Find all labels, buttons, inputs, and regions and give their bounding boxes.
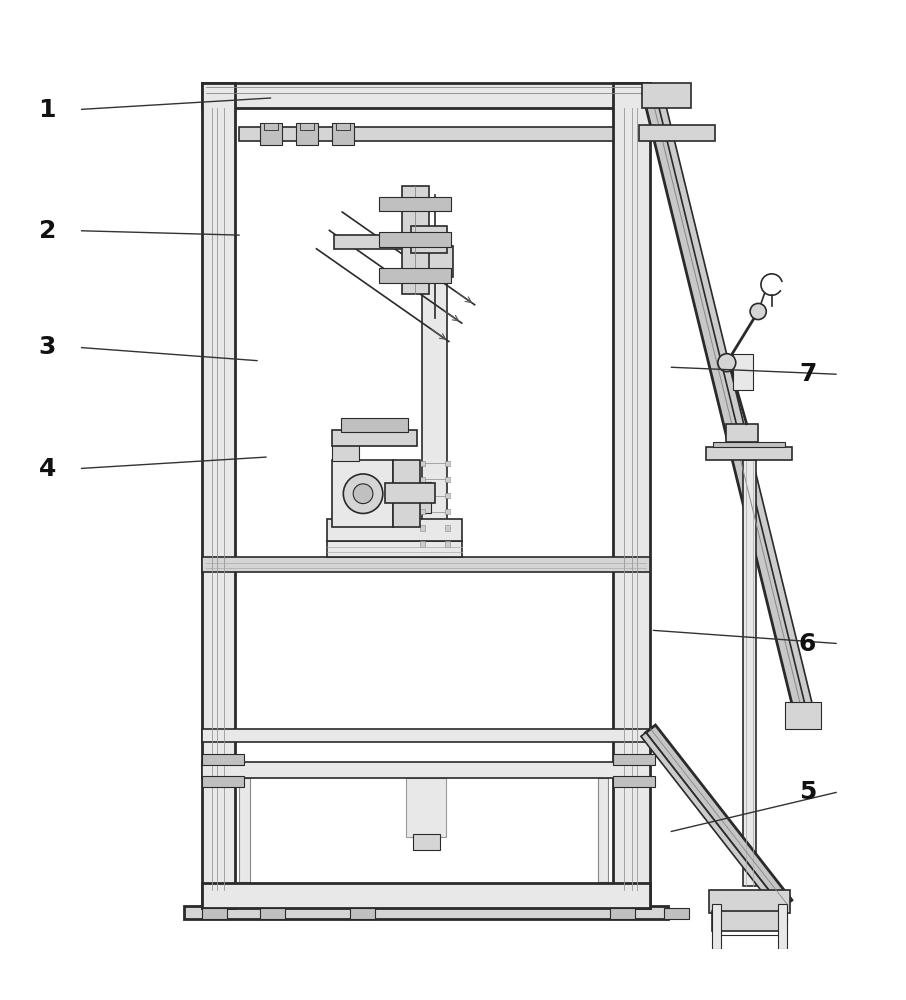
Bar [327, 541, 462, 557]
Bar [713, 442, 786, 447]
Bar [708, 890, 790, 913]
Polygon shape [654, 86, 814, 712]
Bar [202, 729, 651, 742]
Text: 1: 1 [38, 98, 56, 122]
Circle shape [343, 474, 383, 513]
Bar [380, 268, 451, 283]
Text: 7: 7 [799, 362, 816, 386]
Bar [419, 525, 425, 531]
Bar [406, 778, 446, 837]
Bar [202, 557, 651, 572]
Bar [412, 834, 439, 850]
Bar [733, 354, 753, 390]
Bar [417, 246, 453, 277]
Bar [612, 754, 655, 765]
Bar [380, 232, 451, 247]
Circle shape [718, 354, 736, 372]
Text: 5: 5 [799, 780, 816, 804]
Bar [445, 525, 450, 531]
Bar [419, 477, 425, 482]
Bar [419, 509, 425, 514]
Bar [445, 509, 450, 514]
Bar [445, 493, 450, 498]
Bar [239, 127, 612, 141]
Bar [327, 519, 462, 541]
Polygon shape [646, 725, 792, 908]
Bar [612, 776, 655, 787]
Bar [711, 904, 720, 949]
Polygon shape [642, 90, 811, 717]
Text: 6: 6 [799, 632, 816, 656]
Bar [260, 123, 283, 145]
Bar [332, 460, 392, 527]
Bar [445, 461, 450, 466]
Bar [184, 906, 669, 919]
Bar [265, 123, 278, 130]
Bar [778, 904, 787, 949]
Bar [385, 483, 435, 503]
Polygon shape [711, 904, 749, 922]
Bar [641, 83, 691, 108]
Bar [612, 83, 651, 908]
Bar [336, 123, 350, 130]
Bar [202, 762, 651, 778]
Bar [296, 123, 318, 145]
Bar [202, 83, 651, 108]
Bar [445, 541, 450, 547]
Bar [341, 418, 408, 432]
Bar [380, 197, 451, 211]
Bar [202, 754, 244, 765]
Bar [392, 460, 419, 527]
Bar [445, 477, 450, 482]
Bar [333, 235, 435, 249]
Bar [743, 460, 756, 886]
Polygon shape [749, 904, 787, 922]
Bar [639, 125, 715, 141]
Bar [706, 447, 793, 460]
Bar [202, 908, 226, 919]
Bar [419, 541, 425, 547]
Circle shape [353, 484, 373, 504]
Bar [598, 778, 608, 882]
Bar [726, 424, 758, 442]
Bar [301, 123, 313, 130]
Bar [610, 908, 635, 919]
Circle shape [750, 303, 766, 320]
Bar [664, 908, 689, 919]
Bar [413, 482, 431, 513]
Text: 3: 3 [39, 335, 56, 359]
Bar [410, 226, 447, 253]
Bar [422, 268, 448, 557]
Text: 2: 2 [39, 219, 56, 243]
Bar [419, 493, 425, 498]
Bar [239, 778, 250, 882]
Bar [402, 186, 429, 294]
Bar [202, 83, 235, 908]
Polygon shape [641, 732, 782, 911]
Bar [786, 702, 821, 729]
Bar [332, 443, 359, 461]
Bar [332, 123, 354, 145]
Bar [350, 908, 375, 919]
Text: 4: 4 [39, 457, 56, 481]
Bar [202, 883, 651, 908]
Bar [419, 461, 425, 466]
Bar [711, 911, 787, 931]
Bar [332, 430, 417, 446]
Bar [202, 776, 244, 787]
Bar [260, 908, 285, 919]
